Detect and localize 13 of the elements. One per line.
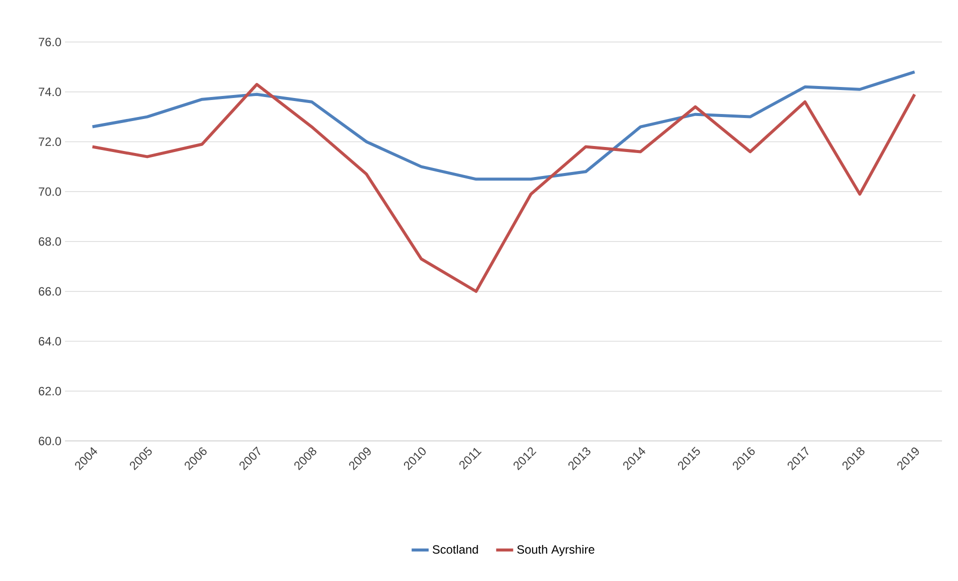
legend-label: South Ayrshire [517,544,594,556]
y-tick-label: 62.0 [38,386,62,396]
legend-label: Scotland [432,544,478,554]
line-series [90,82,916,293]
y-tick-label: 64.0 [38,337,62,346]
y-tick-label: 76.0 [38,38,62,46]
line-series [90,70,916,181]
y-tick-label: 68.0 [38,237,62,246]
y-tick-label: 72.0 [38,138,62,146]
y-tick-label: 66.0 [38,287,62,296]
y-tick-label: 60.0 [38,436,62,446]
y-tick-label: 74.0 [38,88,62,96]
y-tick-label: 70.0 [38,187,62,196]
